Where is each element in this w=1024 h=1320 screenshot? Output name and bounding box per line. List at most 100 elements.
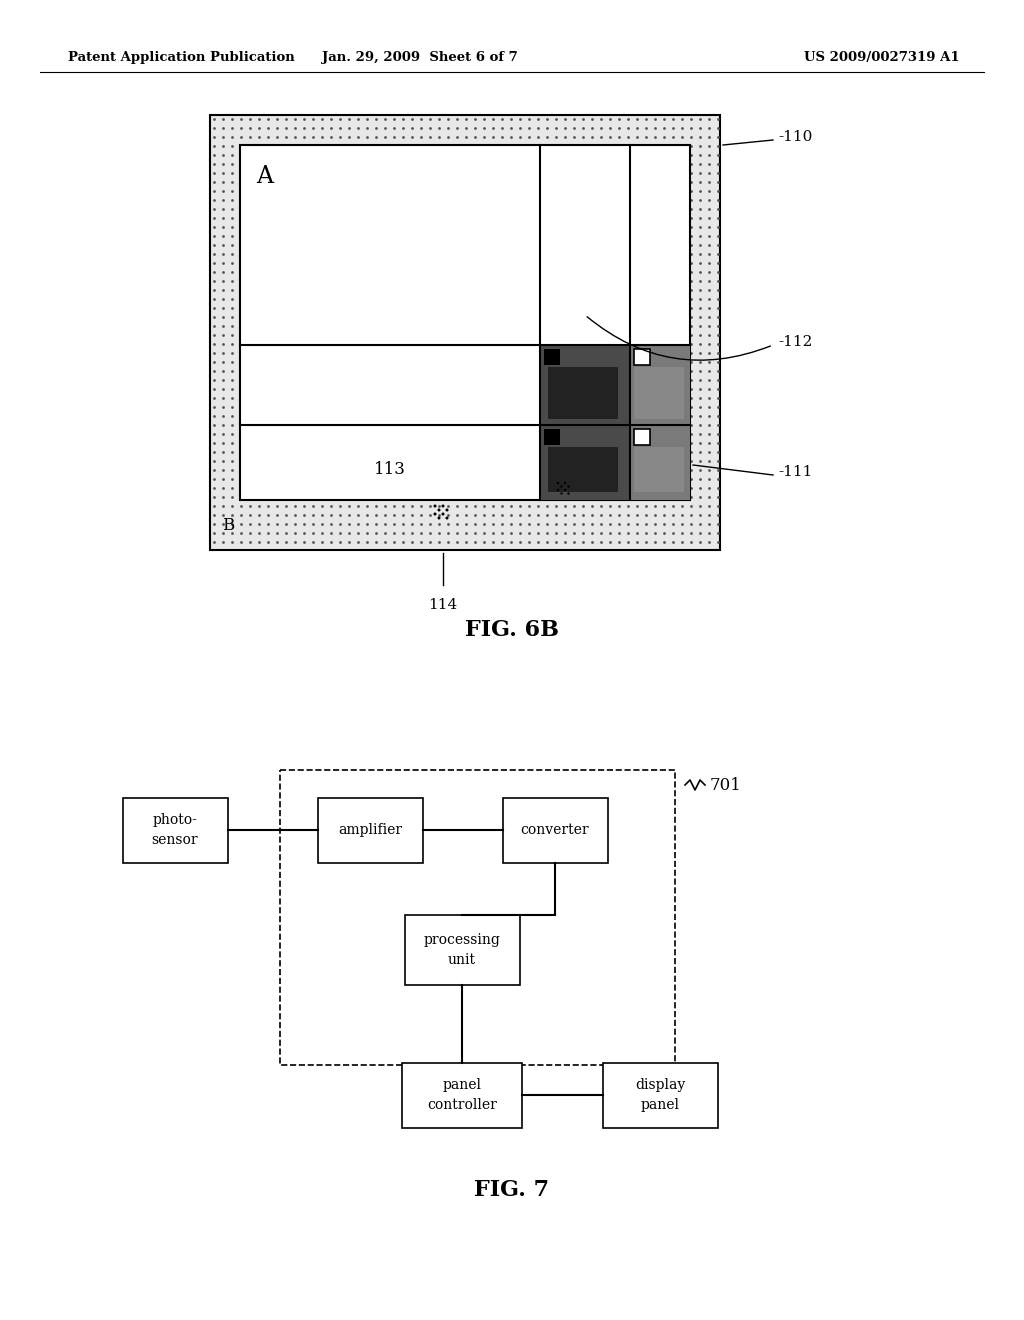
Circle shape	[294, 541, 297, 544]
Circle shape	[567, 486, 569, 487]
Circle shape	[483, 172, 486, 176]
Circle shape	[312, 280, 315, 282]
Circle shape	[573, 164, 575, 166]
Circle shape	[645, 343, 648, 346]
Circle shape	[213, 388, 216, 391]
Circle shape	[240, 289, 243, 292]
Circle shape	[465, 216, 468, 220]
Circle shape	[330, 343, 333, 346]
Circle shape	[654, 244, 657, 247]
Circle shape	[681, 315, 684, 319]
Circle shape	[699, 145, 701, 148]
Circle shape	[627, 244, 630, 247]
Circle shape	[411, 388, 414, 391]
Circle shape	[456, 280, 459, 282]
Circle shape	[510, 190, 513, 193]
Circle shape	[339, 451, 342, 454]
Circle shape	[249, 442, 252, 445]
Circle shape	[420, 127, 423, 129]
Circle shape	[699, 117, 701, 121]
Circle shape	[222, 451, 225, 454]
Circle shape	[645, 216, 648, 220]
Circle shape	[664, 343, 666, 346]
Circle shape	[393, 496, 396, 499]
Circle shape	[339, 271, 342, 275]
Circle shape	[555, 136, 558, 139]
Circle shape	[654, 541, 657, 544]
Circle shape	[231, 334, 233, 337]
Circle shape	[609, 487, 612, 490]
Circle shape	[294, 226, 297, 228]
Circle shape	[294, 523, 297, 525]
Circle shape	[330, 253, 333, 256]
Circle shape	[528, 325, 530, 327]
Circle shape	[474, 461, 477, 463]
Circle shape	[672, 271, 675, 275]
Circle shape	[312, 244, 315, 247]
Circle shape	[231, 461, 233, 463]
Circle shape	[483, 451, 486, 454]
Circle shape	[645, 496, 648, 499]
Circle shape	[240, 315, 243, 319]
Circle shape	[348, 414, 351, 418]
Circle shape	[393, 181, 396, 183]
Circle shape	[312, 379, 315, 381]
Circle shape	[276, 253, 279, 256]
Circle shape	[456, 209, 459, 211]
Circle shape	[367, 325, 369, 327]
Circle shape	[681, 199, 684, 202]
Bar	[540, 345, 630, 425]
Circle shape	[339, 532, 342, 535]
Circle shape	[654, 164, 657, 166]
Circle shape	[618, 235, 621, 238]
Circle shape	[474, 407, 477, 409]
Circle shape	[447, 154, 450, 157]
Circle shape	[240, 216, 243, 220]
Circle shape	[384, 127, 387, 129]
Text: -112: -112	[778, 335, 812, 348]
Circle shape	[600, 478, 603, 480]
Circle shape	[465, 379, 468, 381]
Circle shape	[367, 407, 369, 409]
Circle shape	[312, 127, 315, 129]
Circle shape	[393, 154, 396, 157]
Circle shape	[699, 172, 701, 176]
Circle shape	[213, 478, 216, 480]
Circle shape	[627, 414, 630, 418]
Circle shape	[357, 496, 359, 499]
Circle shape	[348, 469, 351, 471]
Circle shape	[402, 513, 404, 517]
Circle shape	[664, 280, 666, 282]
Circle shape	[384, 388, 387, 391]
Circle shape	[222, 226, 225, 228]
Circle shape	[276, 424, 279, 426]
Circle shape	[493, 263, 495, 265]
Circle shape	[664, 308, 666, 310]
Circle shape	[330, 379, 333, 381]
Circle shape	[555, 343, 558, 346]
Circle shape	[555, 506, 558, 508]
Circle shape	[285, 362, 288, 364]
Circle shape	[240, 145, 243, 148]
Circle shape	[573, 271, 575, 275]
Circle shape	[213, 136, 216, 139]
Circle shape	[276, 506, 279, 508]
Circle shape	[267, 181, 270, 183]
Circle shape	[501, 343, 504, 346]
Circle shape	[267, 343, 270, 346]
Circle shape	[285, 433, 288, 436]
Circle shape	[303, 433, 306, 436]
Circle shape	[258, 244, 261, 247]
Circle shape	[294, 532, 297, 535]
Circle shape	[456, 379, 459, 381]
Circle shape	[465, 478, 468, 480]
Circle shape	[294, 379, 297, 381]
Circle shape	[240, 308, 243, 310]
Circle shape	[258, 325, 261, 327]
Circle shape	[285, 370, 288, 372]
Circle shape	[249, 451, 252, 454]
Circle shape	[456, 271, 459, 275]
Circle shape	[285, 461, 288, 463]
Circle shape	[636, 343, 639, 346]
Circle shape	[312, 145, 315, 148]
